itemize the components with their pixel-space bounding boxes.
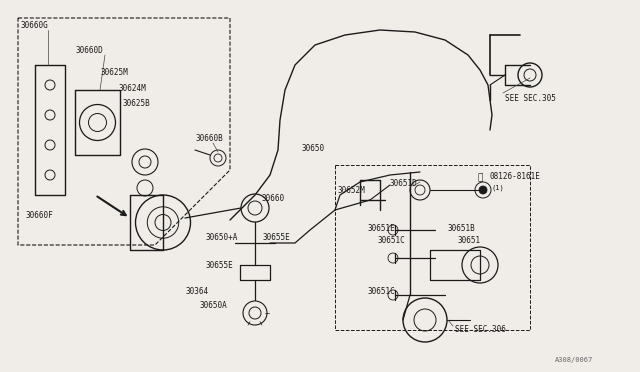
Text: 30660B: 30660B: [195, 134, 223, 142]
Text: SEE SEC.306: SEE SEC.306: [455, 326, 506, 334]
Text: (1): (1): [492, 185, 505, 191]
Text: 30651: 30651: [458, 235, 481, 244]
Text: 30625M: 30625M: [100, 67, 128, 77]
Text: 30660F: 30660F: [25, 211, 52, 219]
Text: 30650+A: 30650+A: [205, 232, 237, 241]
Text: 30650A: 30650A: [200, 301, 228, 310]
Text: 30655E: 30655E: [205, 260, 233, 269]
Text: 30650: 30650: [302, 144, 325, 153]
Text: 30651D: 30651D: [390, 179, 418, 187]
Text: 30652M: 30652M: [338, 186, 365, 195]
Text: 08126-8161E: 08126-8161E: [490, 171, 541, 180]
Text: A308/0067: A308/0067: [555, 357, 593, 363]
Text: 30624M: 30624M: [118, 83, 146, 93]
Text: 30651E: 30651E: [368, 224, 396, 232]
Text: 30651B: 30651B: [448, 224, 476, 232]
Text: 30651C: 30651C: [368, 288, 396, 296]
Text: 30625B: 30625B: [122, 99, 150, 108]
Circle shape: [479, 186, 487, 194]
Text: 30655E: 30655E: [263, 232, 291, 241]
Text: 30660G: 30660G: [20, 20, 48, 29]
Text: 30364: 30364: [185, 288, 208, 296]
Text: Ⓑ: Ⓑ: [478, 173, 483, 183]
Text: 30651C: 30651C: [378, 235, 406, 244]
Text: SEE SEC.305: SEE SEC.305: [505, 93, 556, 103]
Text: 30660: 30660: [262, 193, 285, 202]
Text: 30660D: 30660D: [75, 45, 103, 55]
